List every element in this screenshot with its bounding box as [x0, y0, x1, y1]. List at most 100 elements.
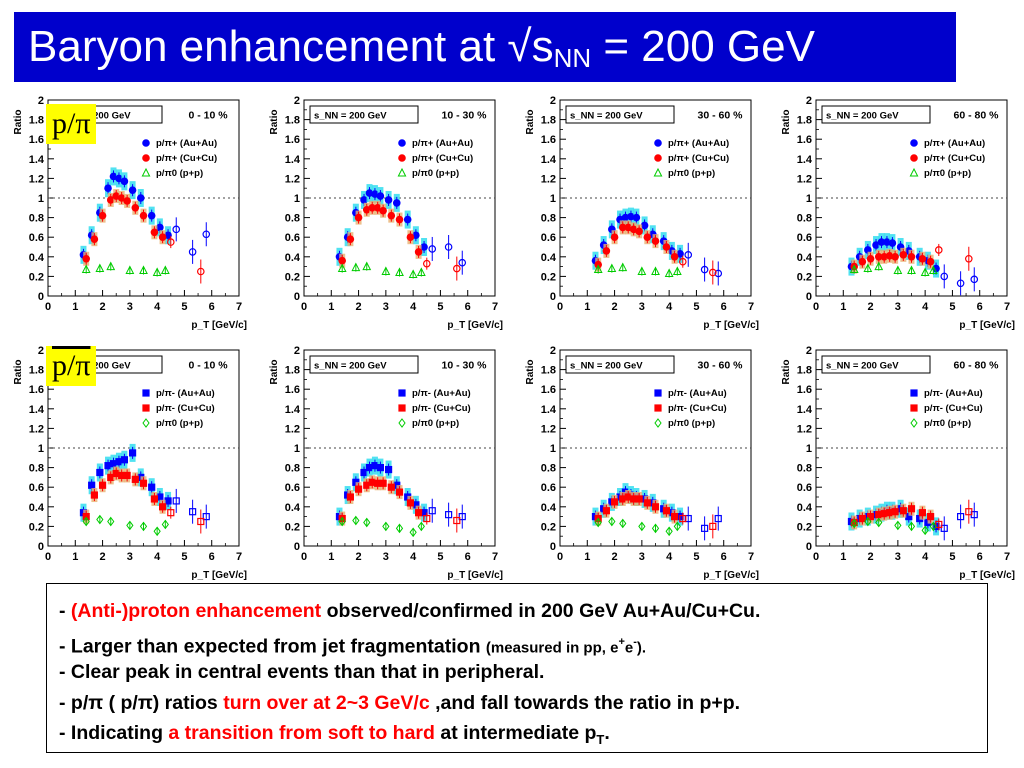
data-point — [700, 265, 709, 274]
legend-label: p/π0 (p+p) — [412, 418, 459, 429]
data-point — [638, 521, 646, 532]
y-tick-label: 1.8 — [285, 365, 300, 377]
chart-top-1: 0 0.2 0.4 0.6 0.8 1 1.2 1.4 1.6 1.8 2 0 1 2 3 4 5 6 7 Ratio… — [269, 95, 503, 330]
data-point — [651, 237, 660, 245]
note-4-text: - p/π ( p/π) ratios — [59, 691, 224, 714]
x-tick-label: 5 — [949, 301, 955, 313]
y-tick-label: 0 — [550, 541, 556, 553]
chart-bottom-2: 0 0.2 0.4 0.6 0.8 1 1.2 1.4 1.6 1.8 2 0 1 2 3 4 5 6 7 Ratio… — [525, 345, 759, 580]
y-tick-label: 0.2 — [797, 271, 812, 283]
x-tick-label: 1 — [584, 301, 590, 313]
data-point — [643, 499, 651, 507]
data-point — [98, 211, 107, 220]
x-tick-label: 5 — [437, 301, 443, 313]
y-tick-label: 0.6 — [29, 482, 44, 494]
legend-marker — [654, 139, 662, 147]
data-point — [98, 481, 107, 489]
data-point — [619, 518, 627, 529]
data-point — [602, 507, 610, 515]
note-2-mid: e — [624, 639, 634, 656]
data-point — [453, 264, 461, 273]
centrality-label: 10 - 30 % — [442, 110, 488, 122]
data-point — [608, 516, 616, 527]
data-point — [918, 254, 927, 263]
data-point — [415, 509, 423, 517]
y-tick-label: 1.6 — [29, 384, 44, 396]
x-tick-label: 4 — [666, 551, 673, 563]
x-tick-label: 2 — [868, 551, 874, 563]
energy-label: s_NN = 200 GeV — [826, 361, 899, 372]
y-tick-label: 1.2 — [285, 173, 300, 185]
data-point — [610, 233, 619, 242]
data-point — [965, 254, 973, 263]
data-point — [408, 269, 418, 278]
x-tick-label: 0 — [813, 551, 819, 563]
data-point — [929, 521, 937, 532]
x-tick-label: 2 — [100, 301, 106, 313]
x-axis-label: p_T [GeV/c] — [703, 570, 759, 580]
x-tick-label: 3 — [895, 301, 901, 313]
legend-marker — [398, 154, 406, 162]
legend-marker — [142, 139, 150, 147]
data-point — [131, 475, 139, 483]
y-tick-label: 1.2 — [29, 423, 44, 435]
x-tick-label: 2 — [356, 551, 362, 563]
data-point — [188, 248, 197, 256]
panel-bottom-3: 0 0.2 0.4 0.6 0.8 1 1.2 1.4 1.6 1.8 2 0 1 2 3 4 5 6 7 Ratio… — [776, 340, 1024, 580]
data-point — [166, 238, 175, 246]
panel-top-3: 0 0.2 0.4 0.6 0.8 1 1.2 1.4 1.6 1.8 2 0 1 2 3 4 5 6 7 Ratio… — [776, 90, 1024, 330]
data-point — [414, 248, 423, 256]
data-point — [354, 485, 363, 493]
y-tick-label: 0.6 — [541, 482, 556, 494]
data-point — [428, 507, 436, 515]
data-point — [123, 471, 131, 480]
data-point — [874, 261, 884, 271]
legend-marker — [654, 389, 662, 397]
title-end: = 200 GeV — [591, 22, 815, 71]
legend-marker — [910, 418, 918, 428]
data-point — [202, 513, 210, 521]
data-point — [417, 521, 425, 532]
y-axis-label: Ratio — [269, 360, 280, 385]
note-5-sub: T — [596, 731, 605, 747]
y-tick-label: 0.2 — [29, 521, 44, 533]
y-tick-label: 1 — [806, 443, 812, 455]
data-point — [90, 491, 98, 499]
data-point — [420, 243, 428, 251]
centrality-label: 0 - 10 % — [188, 110, 228, 122]
note-2-sup2: - — [633, 635, 637, 648]
legend-label: p/π0 (p+p) — [412, 168, 459, 179]
data-point — [409, 527, 417, 538]
x-tick-label: 1 — [328, 301, 334, 313]
energy-box — [821, 105, 931, 124]
data-point — [651, 523, 660, 534]
x-tick-label: 7 — [1004, 551, 1010, 563]
y-axis-label: Ratio — [781, 110, 792, 135]
x-tick-label: 6 — [209, 301, 215, 313]
y-tick-label: 1.6 — [29, 134, 44, 146]
x-tick-label: 4 — [410, 301, 417, 313]
data-point — [395, 215, 404, 224]
data-point — [338, 516, 346, 527]
y-tick-label: 0.8 — [29, 213, 44, 225]
y-tick-label: 0.6 — [29, 232, 44, 244]
y-axis-label: Ratio — [13, 360, 24, 385]
y-tick-label: 1 — [38, 193, 44, 205]
note-4-end: ,and fall towards the ratio in p+p. — [429, 691, 741, 714]
y-tick-label: 1.4 — [285, 154, 301, 166]
data-point — [90, 235, 99, 243]
row-label-bottom-text: p/π — [52, 349, 91, 382]
x-tick-label: 2 — [100, 551, 106, 563]
data-point — [189, 508, 197, 516]
chart-top-3: 0 0.2 0.4 0.6 0.8 1 1.2 1.4 1.6 1.8 2 0 1 2 3 4 5 6 7 Ratio… — [781, 95, 1015, 330]
data-point — [918, 509, 927, 517]
centrality-label: 30 - 60 % — [698, 110, 744, 122]
y-tick-label: 0 — [294, 291, 300, 303]
chart-top-2: 0 0.2 0.4 0.6 0.8 1 1.2 1.4 1.6 1.8 2 0 1 2 3 4 5 6 7 Ratio… — [525, 95, 759, 330]
data-point — [81, 264, 91, 274]
data-point — [934, 246, 943, 254]
data-point — [406, 499, 415, 507]
data-point — [128, 186, 137, 194]
data-point — [935, 520, 943, 529]
note-line-3: - Clear peak in central events than that… — [59, 661, 545, 683]
